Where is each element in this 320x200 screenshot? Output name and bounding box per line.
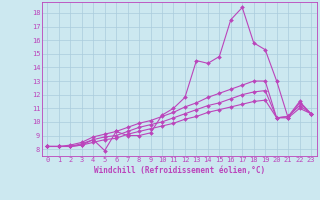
X-axis label: Windchill (Refroidissement éolien,°C): Windchill (Refroidissement éolien,°C) (94, 166, 265, 175)
